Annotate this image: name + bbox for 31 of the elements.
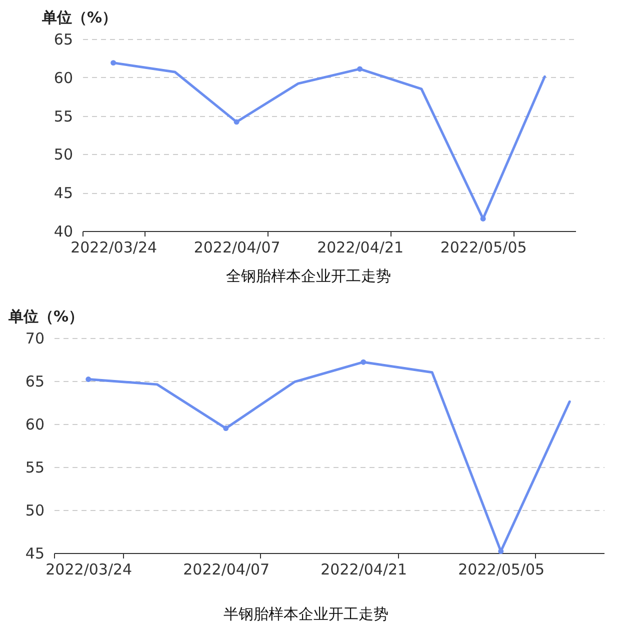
y-tick-label: 65: [54, 30, 73, 48]
x-tick-label: 2022/03/24: [70, 238, 158, 256]
x-tick-label: 2022/04/07: [194, 238, 280, 256]
point: [498, 548, 504, 554]
point: [223, 426, 229, 432]
y-tick-label: 60: [25, 416, 44, 434]
y-tick-label: 45: [54, 184, 73, 202]
point: [357, 66, 363, 72]
text: 全钢胎样本企业开工走势: [226, 267, 391, 285]
point: [110, 60, 116, 66]
x-tick-label: 2022/05/05: [440, 238, 527, 256]
y-tick-label: 60: [54, 68, 73, 87]
y-tick-label: 55: [25, 458, 44, 476]
y-tick-label: 40: [54, 222, 73, 240]
x-tick-label: 2022/04/21: [320, 560, 408, 578]
point: [234, 119, 240, 125]
y-tick-label: 50: [25, 502, 44, 520]
x-tick-label: 2022/04/21: [317, 238, 404, 256]
point: [86, 376, 92, 382]
point: [360, 359, 366, 365]
x-tick-label: 2022/03/24: [46, 560, 132, 578]
text: 半钢胎样本企业开工走势: [224, 605, 388, 623]
y-tick-label: 45: [25, 544, 44, 562]
x-tick-label: 2022/05/05: [458, 560, 545, 578]
y-tick-label: 65: [25, 372, 44, 390]
y-tick-label: 50: [54, 146, 73, 164]
y-tick-label: 70: [25, 330, 44, 348]
x-tick-label: 2022/04/07: [183, 560, 270, 578]
y-axis-title: 单位（%）: [41, 8, 118, 26]
y-axis-title: 单位（%）: [8, 308, 84, 326]
y-tick-label: 55: [54, 107, 73, 126]
